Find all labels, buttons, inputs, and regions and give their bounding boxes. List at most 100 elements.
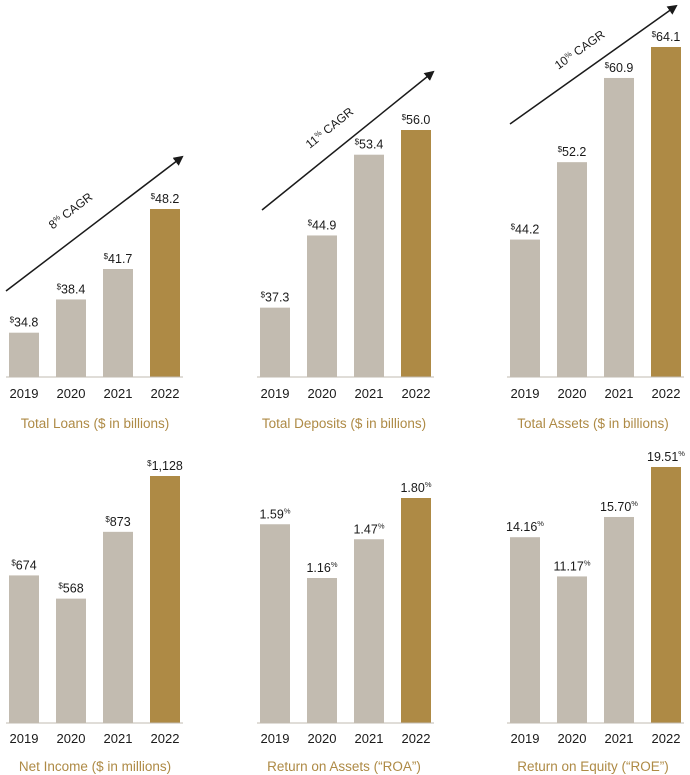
- value-prefix: $: [308, 218, 313, 227]
- year-label: 2021: [605, 731, 634, 746]
- value-prefix: $: [558, 145, 563, 154]
- value-label: 19.51%: [647, 449, 685, 464]
- chart-panel-4: $674 2019 $568 2020 $873 2021 $1,128 2022 Net In…: [6, 459, 183, 774]
- year-label: 2020: [57, 731, 86, 746]
- cagr-text: CAGR: [57, 189, 96, 223]
- value-label: $52.2: [558, 145, 587, 159]
- value-prefix: $: [57, 282, 62, 291]
- bar-2020: [56, 598, 86, 723]
- value-prefix: $: [11, 558, 16, 567]
- value-label: $48.2: [151, 192, 180, 206]
- value-label: $568: [58, 582, 83, 596]
- value-number: 1.47: [353, 522, 377, 536]
- value-prefix: $: [261, 291, 266, 300]
- value-label: 1.80%: [400, 480, 431, 495]
- cagr-percent: %: [563, 49, 574, 60]
- bar-2021: [354, 154, 384, 377]
- value-number: 64.1: [656, 30, 680, 44]
- value-number: 568: [63, 582, 84, 596]
- year-label: 2020: [558, 731, 587, 746]
- value-number: 674: [16, 558, 37, 572]
- value-number: 56.0: [406, 113, 430, 127]
- year-label: 2020: [558, 386, 587, 401]
- bar-2022: [401, 498, 431, 723]
- year-label: 2019: [511, 386, 540, 401]
- value-number: 34.8: [14, 316, 38, 330]
- cagr-text: CAGR: [318, 104, 357, 139]
- year-label: 2021: [355, 386, 384, 401]
- value-label: 1.47%: [353, 521, 384, 536]
- year-label: 2021: [605, 386, 634, 401]
- value-suffix: %: [537, 519, 544, 528]
- bar-2021: [604, 516, 634, 723]
- chart-panel-3: $44.2 2019 $52.2 2020 $60.9 2021 $64.1 2022 Tota…: [507, 4, 684, 431]
- bar-2020: [307, 578, 337, 723]
- chart-panel-2: $37.3 2019 $44.9 2020 $53.4 2021 $56.0 2022 Tota…: [257, 70, 435, 431]
- value-number: 52.2: [562, 145, 586, 159]
- bar-2022: [651, 467, 681, 723]
- year-label: 2019: [261, 731, 290, 746]
- bar-2021: [103, 531, 133, 723]
- value-label: $53.4: [355, 138, 384, 152]
- value-number: 37.3: [265, 291, 289, 305]
- year-label: 2020: [57, 386, 86, 401]
- year-label: 2020: [308, 386, 337, 401]
- value-number: 1.80: [400, 481, 424, 495]
- year-label: 2022: [151, 731, 180, 746]
- value-number: 873: [110, 515, 131, 529]
- chart-title: Net Income ($ in millions): [19, 759, 171, 774]
- value-suffix: %: [631, 499, 638, 508]
- bar-2022: [401, 130, 431, 377]
- value-number: 19.51: [647, 450, 678, 464]
- bar-2019: [260, 524, 290, 723]
- value-number: 11.17: [553, 559, 583, 573]
- year-label: 2022: [402, 386, 431, 401]
- value-number: 44.9: [312, 218, 336, 232]
- value-label: 11.17%: [553, 558, 590, 573]
- value-number: 1.16: [306, 561, 330, 575]
- cagr-arrow: [261, 70, 435, 211]
- chart-title: Total Assets ($ in billions): [517, 416, 669, 431]
- bar-2020: [56, 299, 86, 377]
- value-label: 1.16%: [306, 560, 337, 575]
- year-label: 2021: [104, 386, 133, 401]
- bar-2021: [103, 269, 133, 377]
- value-suffix: %: [425, 480, 432, 489]
- value-number: 53.4: [359, 138, 383, 152]
- value-suffix: %: [678, 449, 685, 458]
- year-label: 2021: [104, 731, 133, 746]
- year-label: 2022: [402, 731, 431, 746]
- cagr-text: CAGR: [568, 27, 607, 61]
- year-label: 2022: [652, 731, 681, 746]
- value-prefix: $: [511, 223, 516, 232]
- cagr-percent: %: [51, 213, 62, 224]
- bar-2019: [9, 575, 39, 723]
- year-label: 2019: [261, 386, 290, 401]
- chart-title: Return on Assets (“ROA”): [267, 759, 421, 774]
- bar-2020: [557, 576, 587, 723]
- value-label: $44.2: [511, 223, 540, 237]
- bar-2019: [9, 332, 39, 377]
- value-prefix: $: [10, 316, 15, 325]
- bar-2021: [354, 539, 384, 723]
- value-label: $674: [11, 558, 36, 572]
- value-label: $60.9: [605, 61, 634, 75]
- cagr-arrow: [509, 4, 678, 125]
- chart-title: Total Deposits ($ in billions): [262, 416, 426, 431]
- value-number: 1,128: [152, 459, 183, 473]
- value-prefix: $: [104, 252, 109, 261]
- value-number: 48.2: [155, 192, 179, 206]
- value-number: 44.2: [515, 223, 539, 237]
- value-number: 41.7: [108, 252, 132, 266]
- cagr-label: 8% CAGR: [46, 189, 96, 231]
- value-label: $38.4: [57, 282, 86, 296]
- year-label: 2022: [151, 386, 180, 401]
- value-label: 14.16%: [506, 519, 544, 534]
- year-label: 2019: [10, 386, 39, 401]
- value-label: $1,128: [147, 459, 183, 473]
- value-suffix: %: [284, 506, 291, 515]
- year-label: 2021: [355, 731, 384, 746]
- bar-2019: [510, 537, 540, 723]
- value-label: $873: [105, 515, 130, 529]
- value-prefix: $: [652, 30, 657, 39]
